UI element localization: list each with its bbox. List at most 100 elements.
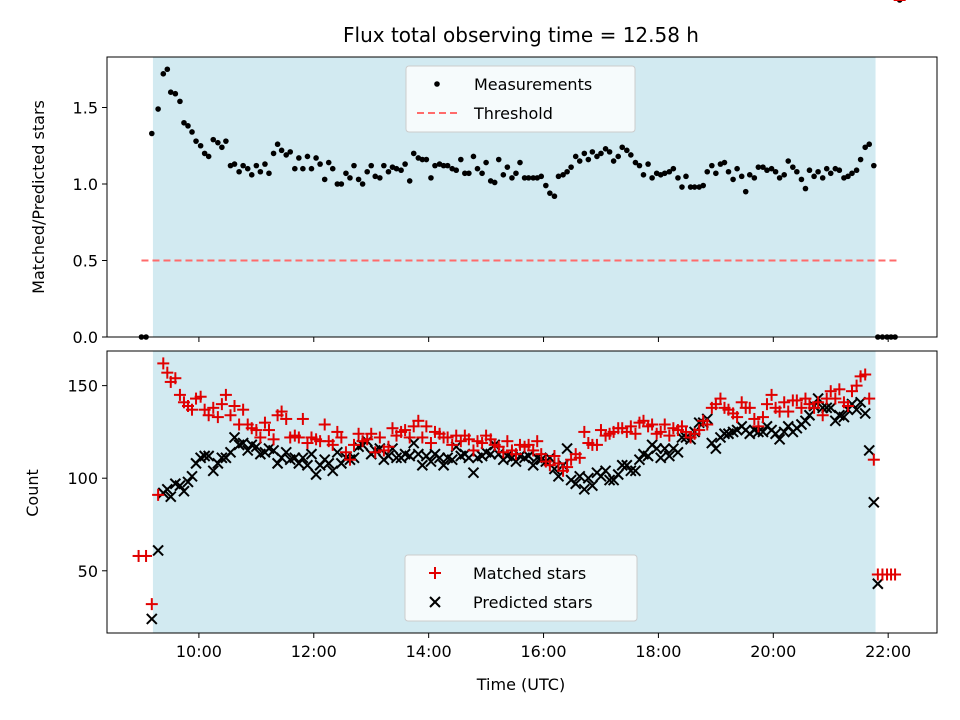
- matched-star-point: [624, 420, 637, 433]
- predicted-star-stroke: [778, 426, 790, 438]
- measurement-point: [444, 162, 451, 169]
- predicted-star-stroke: [293, 457, 305, 470]
- measurement-point: [768, 165, 775, 172]
- matched-star-point: [782, 405, 795, 418]
- matched-star-point: [267, 433, 280, 446]
- matched-star-point: [173, 388, 186, 401]
- matched-star-point: [262, 424, 275, 437]
- matched-star-point: [552, 457, 565, 470]
- measurement-point: [530, 175, 537, 181]
- matched-star-point: [841, 399, 854, 412]
- predicted-star-stroke: [169, 478, 182, 490]
- measurement-point: [862, 144, 869, 151]
- measurement-point: [155, 106, 161, 112]
- predicted-star-stroke: [242, 444, 254, 457]
- predicted-star-stroke: [310, 468, 322, 481]
- matched-star-point: [531, 435, 544, 448]
- measurement-point: [675, 175, 681, 181]
- predicted-star-stroke: [569, 478, 582, 490]
- predicted-star-stroke: [441, 452, 454, 464]
- predicted-star-stroke: [829, 415, 842, 427]
- predicted-star-point: [561, 442, 573, 455]
- matched-star-point: [889, 568, 902, 581]
- predicted-star-point: [629, 465, 642, 477]
- matched-star-point: [790, 394, 803, 407]
- matched-star-point: [399, 424, 412, 437]
- measurement-point: [683, 173, 689, 180]
- predicted-star-point: [467, 466, 480, 479]
- matched-star-point: [275, 405, 288, 418]
- predicted-star-point: [202, 450, 215, 462]
- predicted-star-stroke: [629, 465, 642, 477]
- measurement-point: [619, 144, 626, 151]
- predicted-star-point: [706, 437, 718, 449]
- predicted-star-stroke: [599, 465, 612, 477]
- measurement-point: [649, 175, 655, 181]
- measurement-point: [377, 175, 383, 181]
- matched-star-point: [863, 392, 876, 405]
- bottom-x-axis: 10:00 12:00 14:00 16:00 18:00 20:00 22:00: [176, 633, 911, 661]
- matched-star-point: [527, 444, 540, 457]
- measurement-point: [670, 165, 677, 172]
- matched-star-point: [373, 431, 386, 444]
- measurement-point: [368, 162, 375, 169]
- measurement-point: [738, 173, 745, 180]
- matched-star-point: [778, 396, 791, 409]
- measurement-point: [525, 175, 532, 181]
- measurement-point: [581, 150, 588, 157]
- matched-star-point: [441, 431, 454, 444]
- predicted-star-point: [757, 426, 769, 438]
- matched-star-point: [186, 403, 199, 416]
- bottom-panel: 50 100 150 10:00 12:00 14:00 16:00 18:00 20:00 2…: [23, 0, 938, 694]
- measurement-point: [721, 159, 728, 166]
- measurement-point: [857, 156, 864, 163]
- predicted-star-point: [212, 457, 224, 470]
- measurement-point: [372, 173, 379, 180]
- predicted-star-point: [186, 470, 198, 483]
- measurement-point: [568, 164, 574, 170]
- matched-star-point: [296, 412, 309, 425]
- predicted-star-stroke: [637, 448, 650, 460]
- bottom-y-axis: 50 100 150: [67, 377, 107, 581]
- y-tick-label: 150: [67, 377, 98, 396]
- measurement-point: [470, 153, 477, 160]
- measurement-point: [351, 162, 357, 169]
- predicted-star-stroke: [582, 472, 595, 484]
- predicted-star-point: [242, 444, 254, 457]
- predicted-star-stroke: [493, 448, 505, 460]
- predicted-star-point: [633, 453, 646, 466]
- measurement-point: [513, 170, 519, 177]
- measurement-point: [751, 175, 758, 181]
- measurement-point: [466, 170, 472, 177]
- measurement-point: [602, 146, 609, 152]
- measurement-point: [197, 142, 204, 149]
- matched-star-point: [462, 433, 475, 446]
- matched-star-points: [132, 0, 906, 611]
- measurement-point: [205, 153, 212, 160]
- measurement-point: [410, 150, 417, 157]
- measurement-point: [836, 167, 843, 174]
- predicted-star-stroke: [663, 450, 676, 462]
- predicted-star-point: [868, 496, 880, 508]
- y-tick-label: 50: [78, 562, 98, 581]
- matched-star-point: [756, 411, 769, 424]
- measurement-point: [215, 139, 221, 146]
- measurement-point: [210, 136, 217, 143]
- predicted-star-point: [174, 479, 186, 492]
- predicted-star-stroke: [408, 437, 420, 449]
- measurement-point: [679, 184, 685, 190]
- predicted-star-point: [425, 455, 437, 468]
- measurement-point: [746, 172, 753, 178]
- predicted-star-stroke: [207, 465, 219, 477]
- predicted-star-point: [527, 459, 539, 471]
- matched-star-point: [446, 438, 459, 451]
- x-tick-label: 12:00: [291, 642, 337, 661]
- measurement-point: [538, 173, 545, 180]
- matched-star-point: [509, 448, 522, 461]
- predicted-star-point: [271, 457, 284, 470]
- matched-star-point: [658, 418, 671, 431]
- predicted-star-stroke: [399, 448, 411, 460]
- predicted-star-stroke: [625, 465, 637, 477]
- top-legend-box: [405, 65, 636, 133]
